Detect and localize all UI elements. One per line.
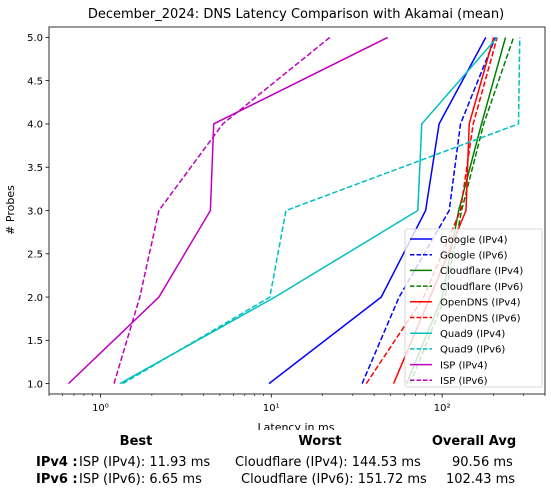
- avg-value: 90.56 ms: [452, 455, 513, 470]
- legend-label: Cloudflare (IPv6): [440, 282, 523, 293]
- row-label: IPv4 :: [36, 455, 78, 470]
- legend-label: ISP (IPv4): [440, 360, 488, 371]
- legend-label: OpenDNS (IPv6): [440, 313, 521, 324]
- x-tick-label: 10¹: [263, 403, 280, 414]
- stats-row-ipv4: IPv4 : ISP (IPv4): 11.93 ms Cloudflare (…: [36, 455, 513, 470]
- series-line-0: [268, 37, 487, 385]
- series-line-9: [113, 36, 331, 384]
- y-tick-label: 1.0: [27, 379, 43, 390]
- legend-label: Quad9 (IPv6): [440, 345, 505, 356]
- best-value: ISP (IPv6): 6.65 ms: [79, 472, 202, 487]
- series-line-3: [409, 37, 515, 384]
- legend-label: Google (IPv6): [440, 251, 508, 262]
- worst-value: Cloudflare (IPv6): 151.72 ms: [241, 472, 427, 487]
- avg-value: 102.43 ms: [446, 472, 516, 487]
- legend-label: Google (IPv4): [440, 235, 508, 246]
- y-tick-label: 2.5: [27, 250, 43, 261]
- y-tick-label: 3.0: [27, 206, 43, 217]
- chart-title: December_2024: DNS Latency Comparison wi…: [88, 7, 504, 22]
- x-axis-label: Latency in ms: [258, 421, 335, 430]
- series-line-8: [67, 36, 389, 385]
- legend-label: Cloudflare (IPv4): [440, 266, 523, 277]
- series-line-7: [122, 37, 521, 385]
- plot-area: 1.0 1.5 2.0 2.5 3.0 3.5 4.0 4.5 5.0 10⁰ 10¹ 10² Goog…: [27, 26, 546, 414]
- worst-value: Cloudflare (IPv4): 144.53 ms: [235, 455, 421, 470]
- legend-label: Quad9 (IPv4): [440, 329, 505, 340]
- best-value: ISP (IPv4): 11.93 ms: [79, 455, 211, 470]
- y-tick-label: 3.5: [27, 163, 43, 174]
- y-axis-label: # Probes: [4, 185, 17, 235]
- series-line-5: [365, 37, 498, 385]
- worst-header: Worst: [298, 434, 342, 449]
- y-tick-label: 4.5: [27, 76, 43, 87]
- y-tick-label: 4.0: [27, 120, 43, 131]
- x-tick-label: 10²: [434, 403, 451, 414]
- y-tick-label: 5.0: [27, 33, 43, 44]
- y-tick-label: 2.0: [27, 293, 43, 304]
- series-line-1: [361, 37, 497, 384]
- legend-box: [404, 228, 543, 388]
- avg-header: Overall Avg: [431, 434, 517, 449]
- y-tick-label: 1.5: [27, 336, 43, 347]
- series-line-6: [119, 36, 498, 385]
- stats-row-ipv6: IPv6 : ISP (IPv6): 6.65 ms Cloudflare (I…: [36, 472, 515, 487]
- latency-chart: December_2024: DNS Latency Comparison wi…: [4, 7, 546, 430]
- legend-label: ISP (IPv6): [440, 376, 488, 387]
- best-header: Best: [119, 434, 153, 449]
- legend-label: OpenDNS (IPv4): [440, 298, 521, 309]
- row-label: IPv6 :: [36, 472, 78, 487]
- x-tick-label: 10⁰: [92, 403, 109, 414]
